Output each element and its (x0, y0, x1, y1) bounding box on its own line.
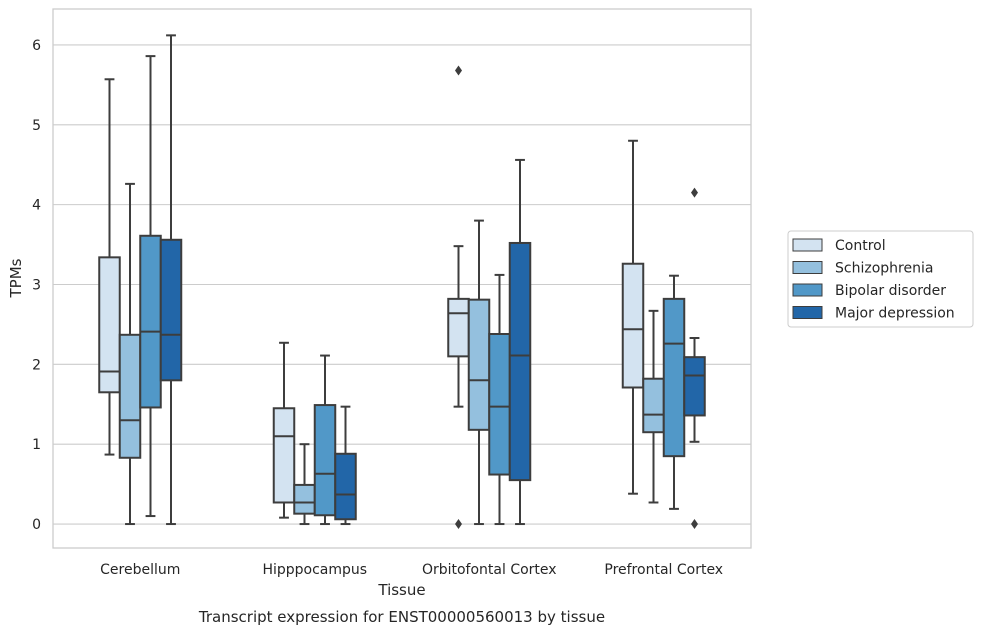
y-tick-label-4: 4 (32, 198, 41, 214)
box-body (488, 332, 511, 476)
box-1-0 (272, 341, 296, 519)
y-tick-label-5: 5 (32, 118, 41, 134)
plot-frame (52, 8, 752, 549)
x-tick-label-2: Orbitofontal Cortex (422, 562, 557, 578)
y-axis-title: TPMs (7, 258, 25, 298)
box-1-2 (313, 354, 337, 526)
box-2-3 (508, 158, 532, 526)
box-body (662, 297, 686, 458)
y-tick-labels: 0 1 2 3 4 5 6 (32, 38, 41, 533)
box-1-3 (334, 405, 357, 526)
y-tick-label-2: 2 (32, 357, 41, 373)
legend-label-1: Schizophrenia (835, 261, 933, 277)
x-axis-title: Tissue (377, 581, 425, 599)
y-tick-label-6: 6 (32, 38, 41, 54)
box-3-0 (621, 139, 645, 495)
boxes-layer (98, 34, 706, 530)
y-tick-label-3: 3 (32, 277, 41, 293)
x-tick-label-3: Prefrontal Cortex (604, 562, 723, 578)
box-0-1 (118, 182, 142, 526)
box-3-3 (683, 187, 706, 530)
legend: Control Schizophrenia Bipolar disorder Majo… (787, 230, 974, 328)
box-0-3 (159, 34, 183, 526)
box-3-1 (642, 309, 665, 504)
legend-swatch-1 (792, 261, 823, 274)
legend-label-0: Control (835, 238, 886, 254)
legend-label-3: Major depression (835, 306, 955, 322)
box-body (467, 298, 491, 431)
x-tick-label-1: Hipppocampus (262, 562, 367, 578)
box-body (293, 483, 316, 515)
box-0-0 (98, 78, 121, 456)
y-tick-label-0: 0 (32, 517, 41, 533)
legend-swatch-0 (792, 238, 823, 252)
legend-swatch-3 (792, 306, 823, 319)
box-body (621, 262, 645, 389)
plot-border (52, 8, 752, 549)
box-body (159, 238, 183, 382)
legend-frame (787, 230, 974, 328)
legend-label-2: Bipolar disorder (835, 283, 946, 299)
box-body (334, 452, 357, 521)
outlier-point-1 (691, 187, 698, 198)
box-body (447, 297, 470, 358)
box-body (683, 356, 706, 417)
box-3-2 (662, 274, 686, 510)
outlier-point-0 (455, 519, 462, 530)
box-body (642, 377, 665, 434)
box-body (508, 241, 532, 482)
box-body (98, 256, 121, 394)
box-body (118, 333, 142, 459)
outlier-point-0 (691, 519, 698, 530)
x-tick-label-0: Cerebellum (100, 562, 180, 578)
chart-caption: Transcript expression for ENST0000056001… (198, 608, 605, 626)
box-body (272, 407, 296, 504)
box-body (313, 404, 337, 517)
box-body (139, 234, 162, 409)
box-2-2 (488, 273, 511, 526)
box-2-0 (447, 65, 470, 530)
legend-swatch-2 (792, 283, 823, 297)
x-tick-labels: Cerebellum Hipppocampus Orbitofontal Corte… (100, 562, 723, 578)
box-1-1 (293, 443, 316, 526)
y-tick-label-1: 1 (32, 437, 41, 453)
outlier-point-1 (455, 65, 462, 76)
box-2-1 (467, 219, 491, 526)
